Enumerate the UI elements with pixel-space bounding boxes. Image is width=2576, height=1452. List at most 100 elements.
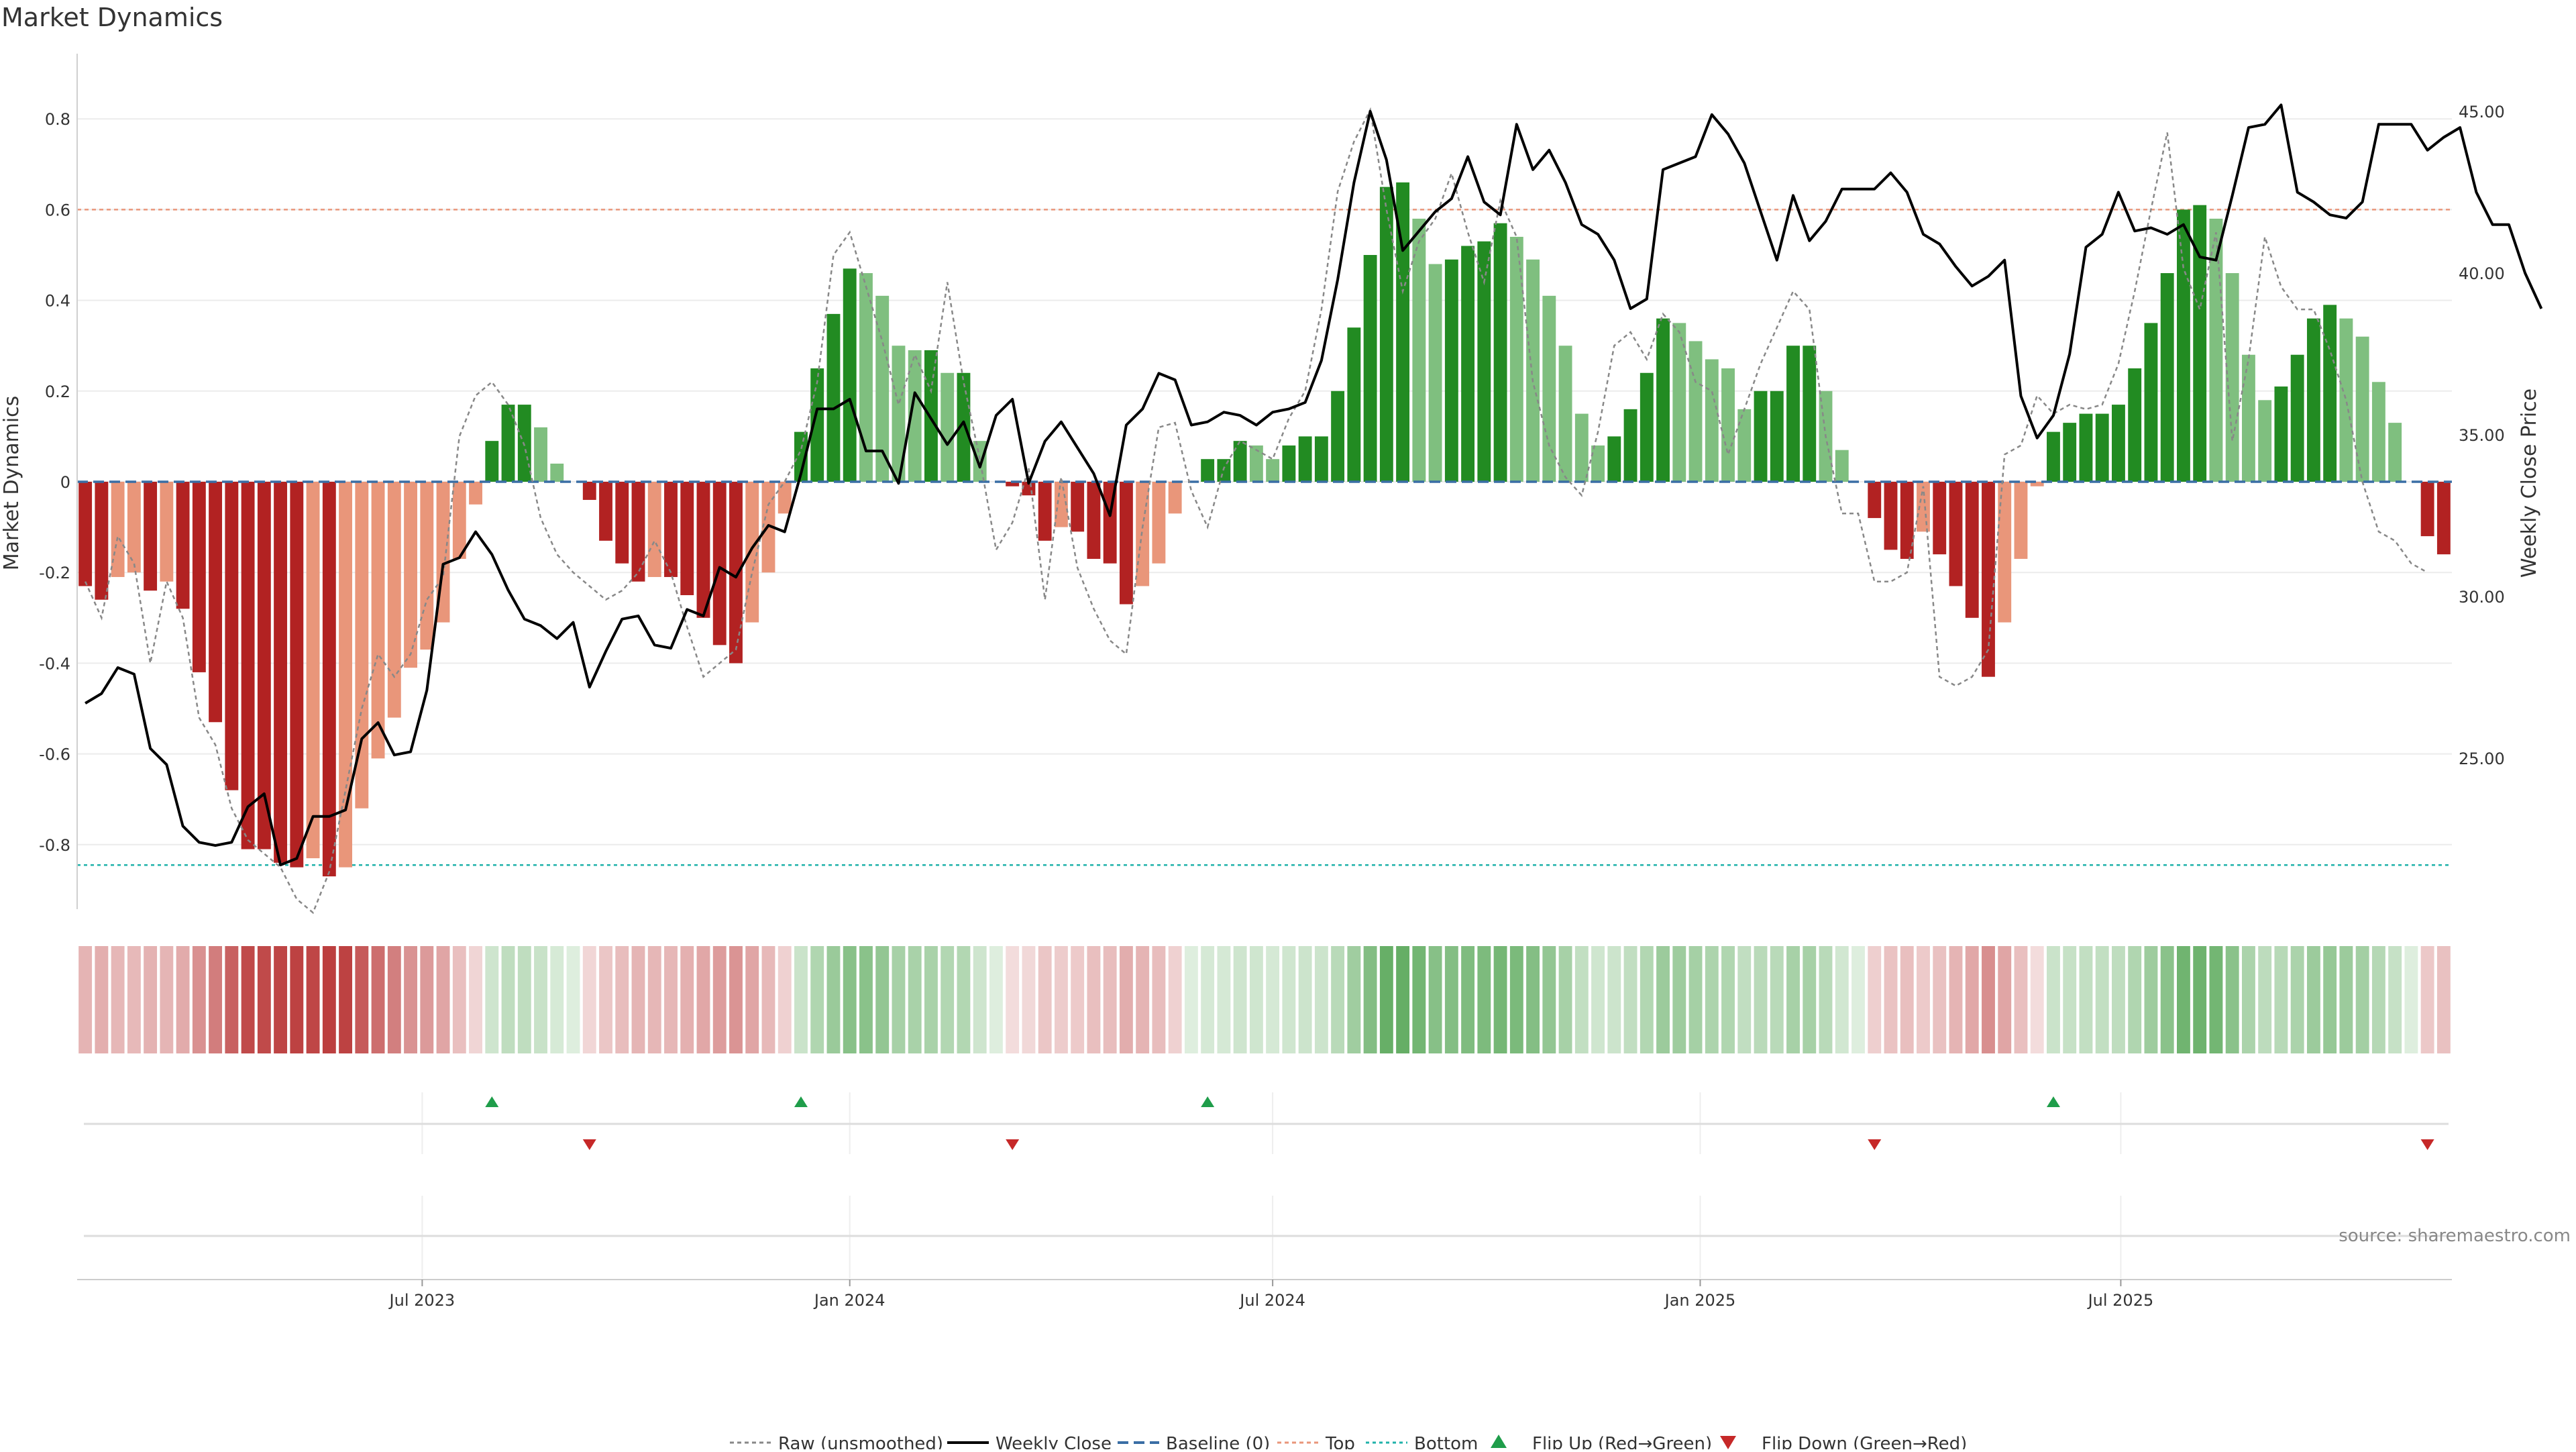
lower-panel: Jul 2023 Jan 2024 Jul 2024 Jan 2025 Jul 2025 — [77, 1196, 2452, 1310]
right-axis-label: Weekly Close Price — [2518, 388, 2541, 578]
dynamics-bar — [485, 441, 499, 482]
dynamics-bar — [534, 427, 547, 482]
dynamics-bar — [1201, 459, 1215, 482]
dynamics-bar — [2290, 354, 2304, 482]
dynamics-bar — [859, 273, 873, 482]
heat-cell — [257, 946, 271, 1053]
heat-cell — [1721, 946, 1735, 1053]
dynamics-bar — [973, 441, 987, 482]
left-tick-label: 0 — [60, 473, 70, 492]
heat-cell — [826, 946, 841, 1053]
heat-cell — [1656, 946, 1670, 1053]
dynamics-bar — [1607, 436, 1621, 482]
dynamics-bar — [1672, 323, 1686, 482]
heat-cell — [1201, 946, 1215, 1053]
dynamics-bar — [2388, 423, 2402, 482]
heat-cell — [144, 946, 158, 1053]
left-tick-label: 0.4 — [45, 292, 70, 311]
dynamics-bar — [1949, 482, 1963, 586]
dynamics-bar — [2144, 323, 2158, 482]
heat-cell — [2225, 946, 2239, 1053]
dynamics-bar — [1038, 482, 1052, 541]
heat-cell — [1412, 946, 1426, 1053]
dynamics-bar — [420, 482, 434, 650]
dynamics-bar — [1640, 372, 1654, 482]
dynamics-bar — [1054, 482, 1068, 527]
heat-cell — [2079, 946, 2093, 1053]
heat-cell — [1982, 946, 1995, 1053]
heat-cell — [1152, 946, 1166, 1053]
heat-cell — [452, 946, 466, 1053]
heat-cell — [2030, 946, 2044, 1053]
legend: Raw (unsmoothed) Weekly Close Baseline (… — [730, 1434, 1967, 1452]
heat-cell — [810, 946, 824, 1053]
heat-cell — [566, 946, 580, 1053]
left-tick-label: 0.8 — [45, 110, 70, 129]
dynamics-bar — [1917, 482, 1930, 532]
heat-cell — [1900, 946, 1914, 1053]
legend-flip-up-swatch — [1491, 1435, 1507, 1448]
heat-cell — [1217, 946, 1231, 1053]
dynamics-bar — [1688, 341, 1703, 482]
heat-cell — [1087, 946, 1101, 1053]
heat-cell — [1136, 946, 1150, 1053]
heat-cell — [1314, 946, 1328, 1053]
dynamics-bar — [1558, 346, 1572, 482]
x-tick-label: Jan 2025 — [1664, 1291, 1736, 1310]
dynamics-bar — [550, 463, 564, 482]
heat-cell — [1071, 946, 1085, 1053]
dynamics-bar — [1509, 236, 1523, 482]
heat-cell — [1786, 946, 1800, 1053]
heat-cell — [225, 946, 239, 1053]
heat-cell — [306, 946, 320, 1053]
heat-cell — [1347, 946, 1361, 1053]
dynamics-bar — [274, 482, 288, 863]
dynamics-bar — [2274, 386, 2288, 482]
heat-cell — [339, 946, 353, 1053]
dynamics-bar — [1900, 482, 1914, 559]
heat-cell — [1233, 946, 1247, 1053]
heat-cell — [1428, 946, 1442, 1053]
heat-cell — [241, 946, 255, 1053]
dynamics-bar — [2160, 273, 2174, 482]
heat-cell — [176, 946, 190, 1053]
dynamics-bar — [2128, 368, 2142, 482]
dynamics-bar — [501, 405, 515, 482]
heat-cell — [1591, 946, 1605, 1053]
heat-cell — [1168, 946, 1182, 1053]
right-tick-label: 30.00 — [2459, 588, 2505, 607]
weekly-close-line — [85, 103, 2543, 867]
heat-cell — [2128, 946, 2142, 1053]
heat-cell — [1705, 946, 1719, 1053]
legend-raw-label: Raw (unsmoothed) — [778, 1434, 943, 1449]
left-tick-label: 0.6 — [45, 201, 70, 219]
legend-flip-up-label: Flip Up (Red→Green) — [1532, 1434, 1712, 1449]
left-tick-label: -0.8 — [39, 836, 70, 855]
heat-cell — [1298, 946, 1312, 1053]
dynamics-bar — [582, 482, 596, 501]
dynamics-bar — [1379, 187, 1393, 482]
dynamics-bar — [78, 482, 93, 586]
dynamics-bar — [777, 482, 792, 514]
heat-cell — [2193, 946, 2207, 1053]
heat-cell — [192, 946, 206, 1053]
left-tick-label: -0.4 — [39, 654, 70, 673]
dynamics-bar — [127, 482, 141, 573]
dynamics-bar — [794, 431, 808, 482]
dynamics-bar — [1656, 318, 1670, 482]
heat-cell — [1022, 946, 1036, 1053]
heat-cell — [1363, 946, 1377, 1053]
heat-cell — [2112, 946, 2125, 1053]
dynamics-bar — [1119, 482, 1133, 605]
left-tick-label: 0.2 — [45, 382, 70, 401]
heat-cell — [160, 946, 174, 1053]
heat-cell — [1737, 946, 1752, 1053]
heat-cell — [843, 946, 857, 1053]
dynamics-bar — [826, 313, 841, 482]
heat-cell — [469, 946, 482, 1053]
dynamics-bar — [1933, 482, 1947, 555]
dynamics-bar — [2355, 336, 2369, 482]
dynamics-bar — [469, 482, 482, 505]
right-tick-label: 25.00 — [2459, 749, 2505, 768]
